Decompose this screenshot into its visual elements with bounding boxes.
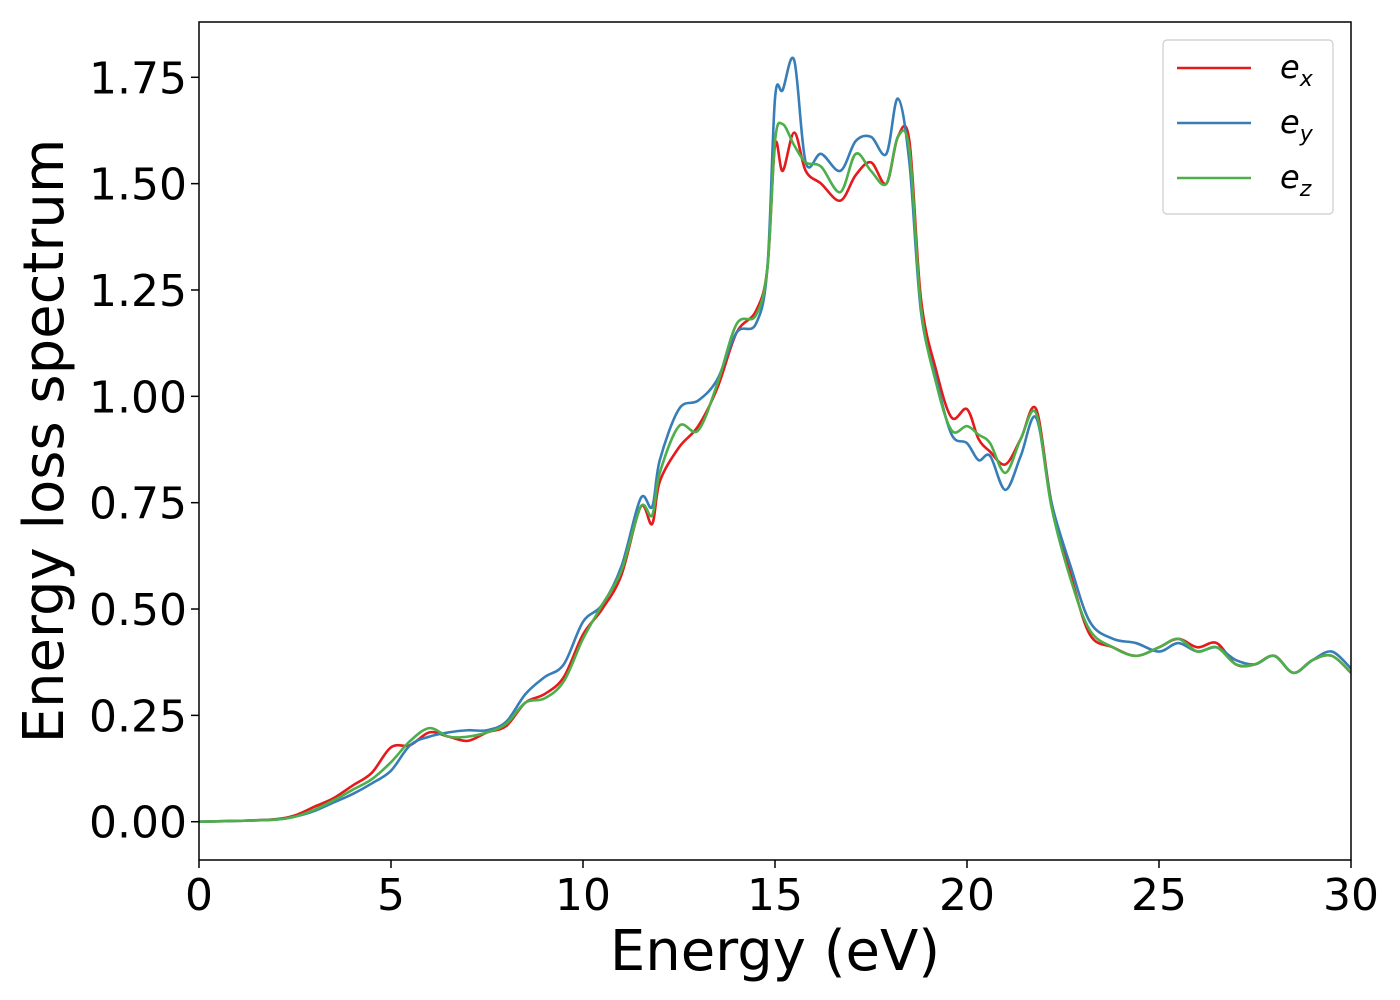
- x-axis: 0 5 10 15 20 25 30: [185, 860, 1379, 921]
- x-tick-label: 25: [1131, 870, 1187, 921]
- legend-label-base: e: [1280, 103, 1300, 141]
- x-tick-label: 15: [747, 870, 803, 921]
- x-tick-label: 0: [185, 870, 213, 921]
- legend-label-y: ey: [1280, 103, 1314, 147]
- y-tick-label: 0.50: [89, 585, 187, 636]
- legend-label-z: ez: [1280, 158, 1312, 202]
- y-tick-label: 1.50: [89, 160, 187, 211]
- legend-label-subscript: y: [1299, 122, 1314, 147]
- legend-label-base: e: [1280, 158, 1300, 196]
- x-tick-label: 30: [1323, 870, 1379, 921]
- y-tick-label: 0.00: [89, 798, 187, 849]
- legend-box: [1162, 39, 1334, 215]
- y-tick-label: 0.25: [89, 691, 187, 742]
- x-tick-label: 10: [555, 870, 611, 921]
- series-line-y: [199, 56, 1351, 824]
- y-tick-label: 1.00: [89, 372, 187, 423]
- y-axis-title: Energy loss spectrum: [12, 139, 77, 744]
- legend-label-x: ex: [1280, 48, 1314, 92]
- plot-area: [199, 56, 1351, 824]
- legend-label-base: e: [1280, 48, 1300, 86]
- series-line-x: [199, 124, 1351, 824]
- y-tick-label: 1.25: [89, 266, 187, 317]
- legend-label-subscript: x: [1299, 67, 1314, 92]
- x-axis-title: Energy (eV): [610, 919, 940, 984]
- y-axis: 0.00 0.25 0.50 0.75 1.00 1.25 1.50 1.75: [89, 53, 199, 849]
- y-tick-label: 0.75: [89, 479, 187, 530]
- x-tick-label: 5: [377, 870, 405, 921]
- legend-label-subscript: z: [1299, 177, 1312, 202]
- x-tick-label: 20: [939, 870, 995, 921]
- y-tick-label: 1.75: [89, 53, 187, 104]
- series-line-z: [199, 121, 1351, 824]
